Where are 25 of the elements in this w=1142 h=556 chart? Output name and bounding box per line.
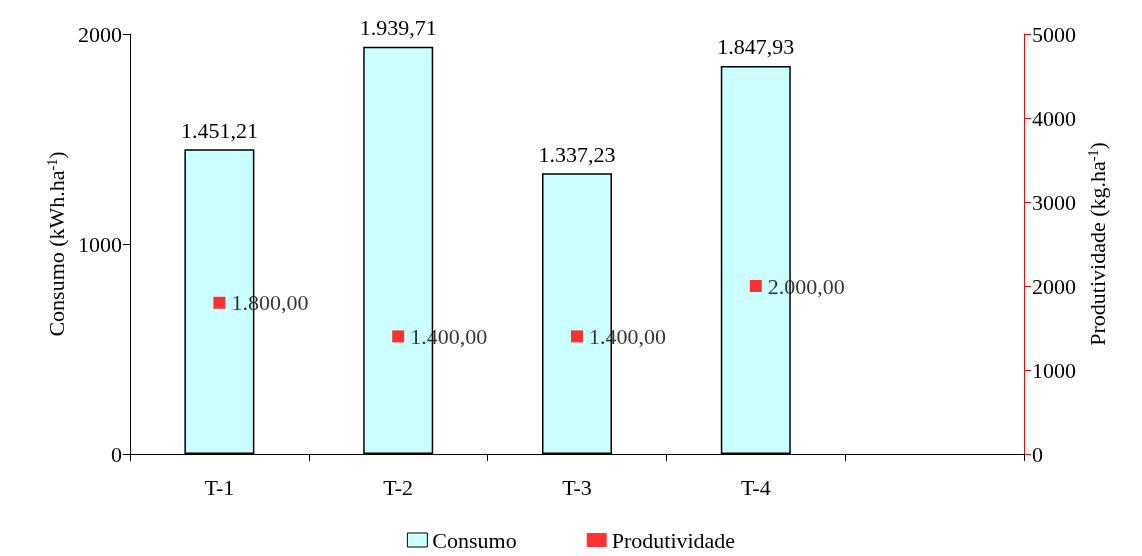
x-tick-label: T-4 [740, 474, 771, 500]
x-tick-label: T-1 [204, 474, 235, 500]
y-tick-label: 1000 [78, 231, 122, 257]
y2-tick-label: 0 [1032, 441, 1043, 467]
y-axis-title: Consumo (kWh.ha-1) [43, 151, 69, 337]
data-label: 1.847,93 [717, 34, 795, 60]
point [749, 280, 762, 292]
y2-tick-label: 1000 [1032, 357, 1076, 383]
y2-tick-label: 5000 [1032, 21, 1076, 47]
y-tick-label: 0 [111, 441, 122, 467]
point [213, 296, 226, 309]
x-tick-label: T-2 [383, 474, 414, 500]
legend-label: Consumo [432, 527, 517, 553]
legend-label: Produtividade [611, 527, 736, 553]
y-tick-label: 2000 [78, 21, 122, 47]
point [392, 330, 405, 343]
data-label: 1.939,71 [359, 15, 437, 41]
y2-tick-label: 2000 [1032, 273, 1076, 299]
y2-axis-title: Produtividade (kg.ha-1) [1085, 142, 1111, 346]
y2-tick-label: 4000 [1032, 105, 1076, 131]
point [571, 330, 583, 343]
x-tick-label: T-3 [562, 474, 592, 500]
data-label: 1.451,21 [180, 117, 258, 143]
data-label: 1.337,23 [538, 141, 616, 167]
y2-tick-label: 3000 [1032, 189, 1076, 215]
